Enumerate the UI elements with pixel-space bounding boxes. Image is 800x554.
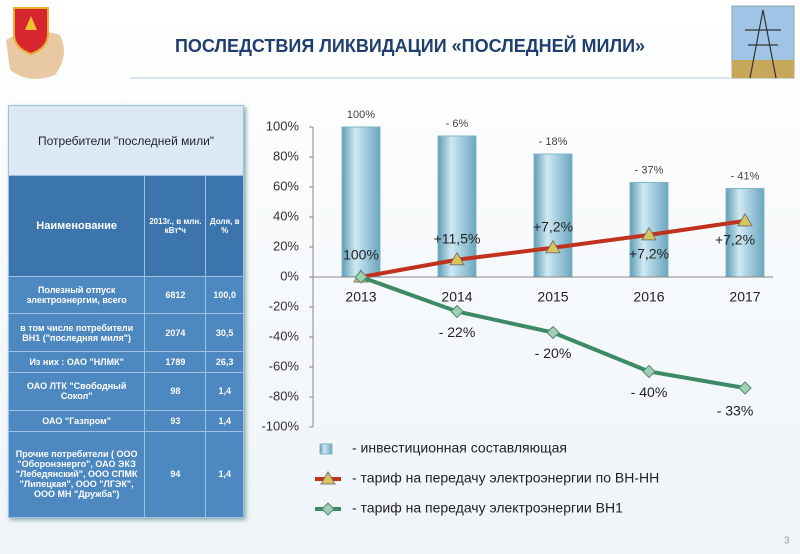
line-label: - 33%: [717, 403, 754, 419]
y-tick-label: -80%: [269, 388, 300, 403]
bar: [533, 153, 573, 278]
table-row: Полезный отпуск электроэнергии, всего 681…: [7, 275, 244, 315]
legend-label: - инвестиционная составляющая: [352, 440, 567, 456]
bar: [725, 188, 765, 278]
x-tick-label: 2017: [729, 289, 760, 305]
table-row: Из них : ОАО "НЛМК" 1789 26,3: [7, 350, 244, 374]
line-label: - 40%: [631, 384, 668, 400]
pylon-image: [731, 5, 795, 79]
table-row: Прочие потребители ( ООО "Оборонэнерго",…: [7, 430, 244, 519]
table-cell: в том числе потребители ВН1 ("последняя …: [7, 313, 146, 352]
bar-label: - 41%: [731, 170, 760, 182]
table-cell: Из них : ОАО "НЛМК": [7, 350, 146, 374]
line-label: - 20%: [535, 345, 572, 361]
x-tick-label: 2016: [633, 289, 664, 305]
table-header: Наименование: [7, 175, 146, 277]
y-tick-label: -20%: [269, 298, 300, 313]
slide-title: ПОСЛЕДСТВИЯ ЛИКВИДАЦИИ «ПОСЛЕДНЕЙ МИЛИ»: [175, 35, 645, 56]
legend-label: - тариф на передачу электроэнергии по ВН…: [352, 470, 659, 486]
y-tick-label: 60%: [273, 178, 299, 193]
legend-swatch: [319, 443, 333, 455]
x-tick-label: 2013: [345, 289, 376, 305]
table-cell: 6812: [144, 275, 207, 315]
table-title: Потребители "последней мили": [8, 104, 244, 177]
table-body: Полезный отпуск электроэнергии, всего 681…: [7, 275, 244, 519]
table-cell: Прочие потребители ( ООО "Оборонэнерго",…: [7, 430, 146, 519]
table-cell: 93: [144, 409, 207, 432]
point: [641, 226, 657, 241]
bar-label: - 6%: [446, 118, 469, 130]
table-cell: 1,4: [205, 372, 244, 411]
table-row: в том числе потребители ВН1 ("последняя …: [7, 313, 244, 352]
table-cell: 2074: [144, 313, 207, 352]
point: [450, 304, 464, 319]
x-tick-label: 2014: [441, 289, 472, 305]
table-cell: 100,0: [205, 275, 244, 315]
y-tick-label: 0%: [280, 268, 299, 283]
y-tick-label: -40%: [269, 328, 300, 343]
y-tick-label: -60%: [269, 358, 300, 373]
legend-label: - тариф на передачу электроэнергии ВН1: [352, 500, 623, 516]
table-header: Доля, в %: [205, 175, 244, 277]
table-cell: 94: [144, 430, 207, 519]
line-label: +11,5%: [434, 230, 481, 246]
table-cell: 26,3: [205, 350, 244, 374]
page-number: 3: [784, 536, 790, 547]
bar-label: 100%: [347, 109, 375, 121]
table-cell: 1789: [144, 350, 207, 374]
table-cell: 30,5: [205, 313, 244, 352]
line-label: +7,2%: [533, 218, 573, 234]
consumers-table: Потребители "последней мили" Наименовани…: [7, 104, 244, 519]
point: [738, 381, 752, 395]
table-row: ОАО ЛТК "Свободный Сокол" 98 1,4: [7, 372, 244, 411]
point: [354, 270, 368, 284]
line-label: +7,2%: [715, 232, 755, 248]
line-label: +7,2%: [629, 246, 669, 262]
line-label: - 22%: [439, 324, 476, 340]
y-tick-label: -100%: [261, 418, 299, 433]
table-cell: 1,4: [205, 430, 244, 519]
point: [737, 212, 753, 227]
y-tick-label: 80%: [273, 148, 299, 163]
table-cell: Полезный отпуск электроэнергии, всего: [7, 275, 146, 315]
point: [642, 364, 656, 379]
y-tick-label: 40%: [273, 208, 299, 223]
x-tick-label: 2015: [537, 289, 568, 305]
bar-label: - 18%: [539, 136, 568, 148]
y-tick-label: 100%: [266, 118, 300, 133]
point: [320, 471, 336, 485]
point: [546, 325, 560, 340]
y-tick-label: 20%: [273, 238, 299, 253]
annotation: 100%: [343, 247, 379, 263]
point: [449, 251, 465, 266]
coat-of-arms: [6, 7, 64, 79]
table-row: ОАО "Газпром" 93 1,4: [7, 409, 244, 432]
point: [321, 502, 335, 516]
bar: [341, 126, 381, 278]
table-header: 2013г., в млн. кВт*ч: [144, 175, 207, 277]
table-cell: 1,4: [205, 409, 244, 432]
table: Потребители "последней мили" Наименовани…: [7, 104, 244, 519]
bar-label: - 37%: [635, 164, 664, 176]
table-cell: 98: [144, 372, 207, 411]
table-cell: ОАО ЛТК "Свободный Сокол": [7, 372, 146, 411]
point: [545, 239, 561, 254]
table-cell: ОАО "Газпром": [7, 409, 146, 432]
